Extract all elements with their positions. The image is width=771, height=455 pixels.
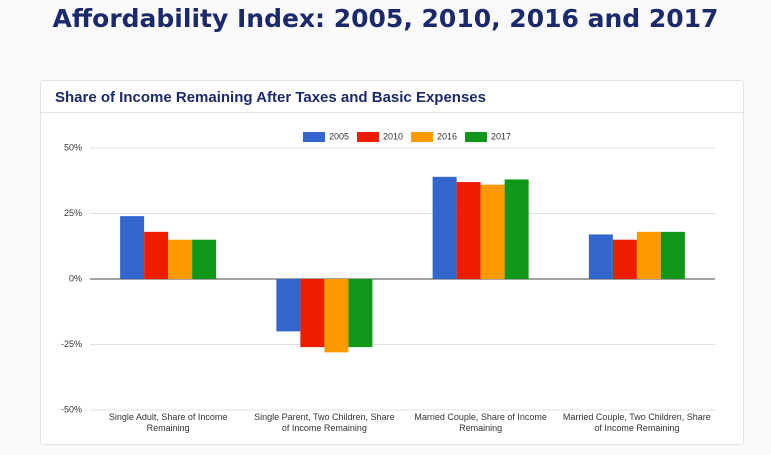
legend-swatch	[465, 132, 487, 142]
divider	[41, 112, 743, 113]
bar	[300, 279, 325, 348]
y-tick-label: 0%	[69, 273, 82, 283]
x-tick-label: Married Couple, Share of Income Remainin…	[414, 412, 547, 433]
bar	[660, 231, 685, 279]
bar	[144, 231, 169, 279]
bar	[480, 184, 505, 279]
bar	[456, 182, 481, 279]
y-tick-label: -50%	[61, 404, 82, 414]
bar	[612, 239, 637, 279]
legend-label: 2017	[491, 131, 511, 141]
legend-label: 2005	[329, 131, 349, 141]
x-tick-label: Married Couple, Two Children, Share of I…	[562, 412, 711, 433]
bar	[504, 179, 529, 279]
bar	[120, 216, 145, 279]
x-tick-label: Single Parent, Two Children, Share of In…	[254, 412, 395, 433]
legend-label: 2010	[383, 131, 403, 141]
y-tick-label: 25%	[64, 208, 82, 218]
legend-swatch	[411, 132, 433, 142]
chart-title: Share of Income Remaining After Taxes an…	[55, 89, 486, 106]
bar	[192, 239, 217, 279]
bar	[276, 279, 301, 332]
bar	[348, 279, 373, 348]
bar	[324, 279, 349, 353]
legend-swatch	[303, 132, 325, 142]
page-title: Affordability Index: 2005, 2010, 2016 an…	[52, 4, 719, 33]
bar	[588, 234, 613, 279]
x-tick-label: Single Adult, Share of Income Remaining	[108, 412, 228, 433]
y-tick-label: 50%	[64, 142, 82, 152]
legend-swatch	[357, 132, 379, 142]
bar	[636, 231, 661, 279]
legend-label: 2016	[437, 131, 457, 141]
bar	[432, 176, 457, 279]
y-tick-label: -25%	[61, 339, 82, 349]
bar	[168, 239, 193, 279]
